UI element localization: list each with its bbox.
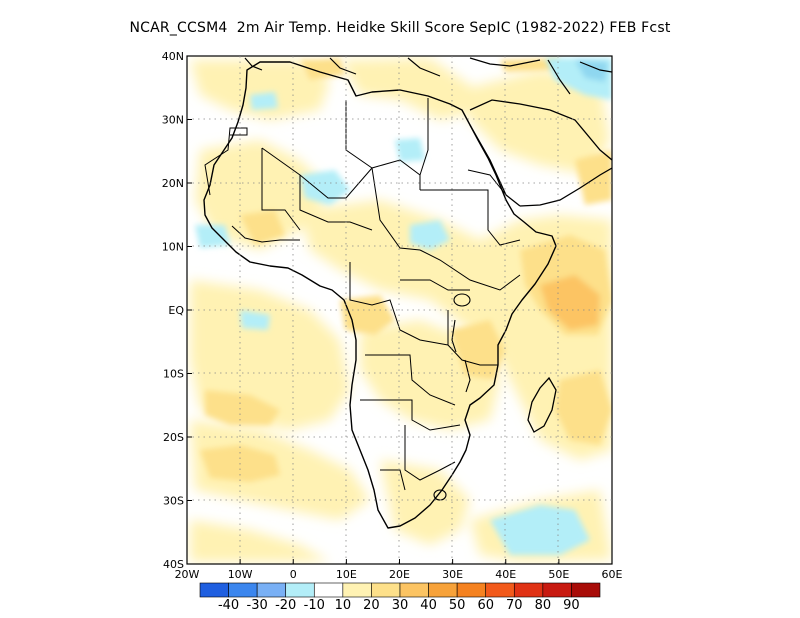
field-patch — [240, 210, 285, 245]
colorbar-label: -10 — [304, 598, 325, 613]
field-patch — [340, 295, 395, 335]
lon-tick-labels: 20W 10W 0 10E 20E 30E 40E 50E 60E — [175, 568, 623, 581]
colorbar: -40 -30 -20 -10 10 20 30 40 50 60 70 80 90 — [199, 582, 601, 613]
colorbar-swatch — [371, 582, 401, 598]
map-title: NCAR_CCSM4 2m Air Temp. Heidke Skill Sco… — [129, 20, 671, 36]
grid-lines — [187, 56, 612, 564]
field-patch — [500, 58, 560, 72]
colorbar-label: 70 — [506, 598, 523, 613]
colorbar-swatch — [513, 582, 544, 598]
colorbar-swatch — [571, 582, 601, 598]
field-patch — [395, 138, 425, 162]
lat-tick-label: 10S — [163, 368, 184, 381]
colorbar-swatch — [342, 582, 372, 598]
lat-tick-label: 40S — [163, 558, 184, 571]
lakes — [433, 293, 471, 501]
lat-tick-labels: 40N 30N 20N 10N EQ 10S 20S 30S 40S — [162, 50, 185, 571]
lon-tick-label: 50E — [548, 568, 569, 581]
field-patch — [195, 225, 230, 248]
field-patch — [190, 420, 370, 520]
colorbar-label: 50 — [449, 598, 466, 613]
lat-tick-label: 30S — [163, 495, 184, 508]
colorbar-label: 10 — [335, 598, 352, 613]
field-patch — [240, 310, 270, 330]
colorbar-label: 90 — [563, 598, 580, 613]
colorbar-swatch — [456, 582, 487, 598]
arabia-outline — [469, 99, 612, 207]
field-patch — [300, 170, 350, 205]
field-patch — [205, 390, 280, 425]
lat-tick-label: 30N — [162, 114, 184, 127]
lat-tick-label: 20N — [162, 177, 184, 190]
field-patch — [575, 60, 608, 82]
colorbar-swatch — [485, 582, 515, 598]
colorbar-swatch — [542, 582, 572, 598]
lon-tick-label: 30E — [442, 568, 463, 581]
colorbar-label: -40 — [218, 598, 239, 613]
field-patch — [250, 92, 278, 110]
field-patch — [555, 370, 612, 445]
lon-tick-label: 20E — [389, 568, 410, 581]
lon-tick-label: 40E — [495, 568, 516, 581]
europe-coast — [244, 57, 612, 95]
field-patch — [190, 60, 330, 120]
field-patch — [490, 505, 590, 555]
field-patch — [300, 58, 345, 80]
colorbar-swatch — [399, 582, 429, 598]
lon-tick-label: 10W — [228, 568, 253, 581]
lon-tick-label: 0 — [290, 568, 297, 581]
field-patch — [410, 220, 450, 250]
lon-tick-label: 10E — [336, 568, 357, 581]
field-patch — [575, 150, 612, 205]
field-patch — [460, 70, 610, 175]
colorbar-swatch — [256, 582, 287, 598]
field-patch — [190, 280, 350, 430]
field-patch — [340, 58, 480, 120]
lat-tick-label: EQ — [168, 304, 184, 317]
lon-tick-label: 60E — [602, 568, 623, 581]
lon-tick-label: 20W — [175, 568, 200, 581]
colorbar-label: 80 — [535, 598, 552, 613]
madagascar-outline — [527, 376, 557, 433]
field-patch — [190, 520, 330, 562]
colorbar-label: 60 — [477, 598, 494, 613]
colorbar-label: -20 — [275, 598, 296, 613]
colorbar-swatch — [228, 582, 258, 598]
colorbar-label: 20 — [363, 598, 380, 613]
lat-tick-label: 20S — [163, 431, 184, 444]
colorbar-swatch — [313, 582, 344, 598]
skill-field — [187, 56, 612, 564]
colorbar-label: -30 — [247, 598, 268, 613]
field-patch — [540, 275, 600, 330]
lat-tick-label: 10N — [162, 241, 184, 254]
lat-tick-label: 40N — [162, 50, 184, 63]
colorbar-label: 30 — [392, 598, 409, 613]
colorbar-swatch — [285, 582, 315, 598]
colorbar-label: 40 — [420, 598, 437, 613]
colorbar-swatch — [199, 582, 229, 598]
colorbar-swatch — [428, 582, 458, 598]
tick-marks — [186, 55, 613, 565]
